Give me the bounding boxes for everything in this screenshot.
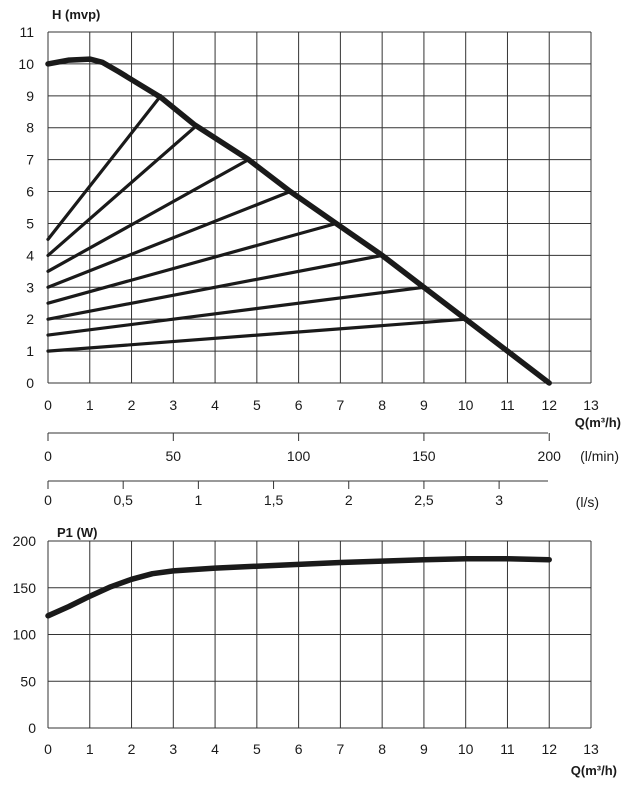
lmin-axis-tick-label: 150 xyxy=(412,448,436,464)
h-chart-x-tick-label: 1 xyxy=(86,397,94,413)
ls-axis-tick-label: 2 xyxy=(345,492,353,508)
ls-axis-tick-label: 1 xyxy=(194,492,202,508)
h-chart-control-line xyxy=(46,317,468,353)
lmin-axis-tick-label: 50 xyxy=(166,448,182,464)
p-chart-x-tick-label: 3 xyxy=(169,741,177,757)
p-chart-x-tick-label: 7 xyxy=(336,741,344,757)
lmin-axis-tick-label: 100 xyxy=(287,448,311,464)
h-chart-x-tick-label: 12 xyxy=(541,397,557,413)
h-chart-x-tick-label: 13 xyxy=(583,397,599,413)
p-chart-x-tick-label: 11 xyxy=(500,741,515,757)
p-chart-x-tick-label: 8 xyxy=(378,741,386,757)
h-chart-y-tick-label: 10 xyxy=(18,56,34,72)
ls-axis-tick-label: 2,5 xyxy=(414,492,434,508)
h-chart-x-tick-label: 0 xyxy=(44,397,52,413)
p-chart-x-tick-label: 13 xyxy=(583,741,599,757)
h-chart-x-axis-label: Q(m³/h) xyxy=(575,415,621,430)
lmin-axis-unit: (l/min) xyxy=(580,448,619,464)
p-chart-x-tick-label: 4 xyxy=(211,741,219,757)
p-chart-y-axis-label: P1 (W) xyxy=(57,525,97,540)
h-chart-y-tick-label: 5 xyxy=(26,215,34,231)
h-chart-y-tick-label: 7 xyxy=(26,152,34,168)
h-chart-x-tick-label: 2 xyxy=(128,397,136,413)
h-chart-x-tick-label: 10 xyxy=(458,397,474,413)
p-chart-x-tick-label: 2 xyxy=(128,741,136,757)
p-chart-x-tick-label: 1 xyxy=(86,741,94,757)
p-chart-y-tick-label: 100 xyxy=(13,627,37,643)
p-chart-x-tick-label: 10 xyxy=(458,741,474,757)
h-chart-y-tick-label: 4 xyxy=(26,247,34,263)
h-chart-x-tick-label: 9 xyxy=(420,397,428,413)
h-chart-y-tick-label: 6 xyxy=(26,184,34,200)
p-chart-x-tick-label: 0 xyxy=(44,741,52,757)
p-chart-x-axis-label: Q(m³/h) xyxy=(571,763,617,778)
p-chart-x-tick-label: 5 xyxy=(253,741,261,757)
h-chart-control-line xyxy=(46,126,196,257)
p-chart-x-tick-label: 9 xyxy=(420,741,428,757)
p-chart-y-tick-label: 200 xyxy=(13,533,37,549)
ls-axis-unit: (l/s) xyxy=(576,494,599,510)
h-chart-y-axis-label: H (mvp) xyxy=(52,7,100,22)
p-chart-y-tick-label: 50 xyxy=(20,673,36,689)
ls-axis-tick-label: 0,5 xyxy=(113,492,133,508)
ls-axis-tick-label: 3 xyxy=(495,492,503,508)
h-chart-control-line xyxy=(46,158,251,273)
h-chart-x-tick-label: 7 xyxy=(336,397,344,413)
h-chart-control-line xyxy=(46,221,338,305)
p-chart-y-tick-label: 150 xyxy=(13,580,37,596)
p-chart-power-curve xyxy=(45,556,552,619)
h-chart-control-line xyxy=(46,253,384,321)
lmin-axis-tick-label: 0 xyxy=(44,448,52,464)
h-chart-y-tick-label: 3 xyxy=(26,279,34,295)
h-chart-x-tick-label: 11 xyxy=(500,397,515,413)
h-chart-y-tick-label: 2 xyxy=(26,311,34,327)
lmin-axis-tick-label: 200 xyxy=(538,448,562,464)
h-chart-y-tick-label: 1 xyxy=(26,343,34,359)
h-chart-y-tick-label: 8 xyxy=(26,120,34,136)
p-chart-y-tick-label: 0 xyxy=(28,720,36,736)
h-chart-control-line xyxy=(46,94,163,241)
ls-axis-tick-label: 0 xyxy=(44,492,52,508)
h-chart-x-tick-label: 4 xyxy=(211,397,219,413)
ls-axis-tick-label: 1,5 xyxy=(264,492,284,508)
h-chart-x-tick-label: 6 xyxy=(295,397,303,413)
h-chart-x-tick-label: 3 xyxy=(169,397,177,413)
h-chart-x-tick-label: 5 xyxy=(253,397,261,413)
h-chart-max-curve xyxy=(45,56,552,386)
p-chart-x-tick-label: 12 xyxy=(541,741,557,757)
h-chart-y-tick-label: 9 xyxy=(26,88,34,104)
p-chart-x-tick-label: 6 xyxy=(295,741,303,757)
h-chart-y-tick-label: 0 xyxy=(26,375,34,391)
h-chart-x-tick-label: 8 xyxy=(378,397,386,413)
h-chart-control-line xyxy=(46,285,426,337)
h-chart-y-tick-label: 11 xyxy=(19,24,34,40)
h-chart-control-line xyxy=(46,189,292,289)
